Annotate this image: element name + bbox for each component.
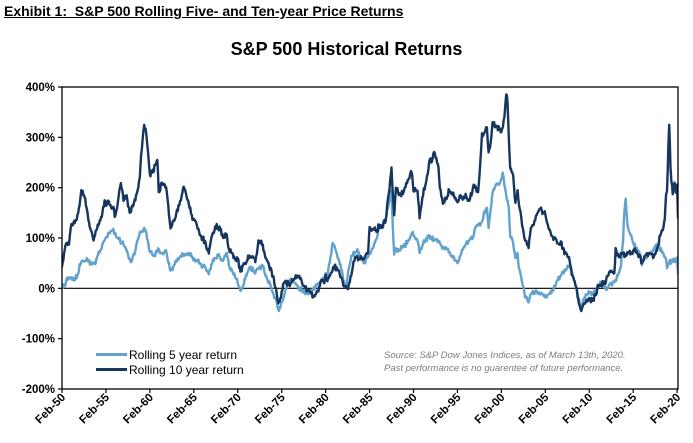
y-tick-label: 100% [26,233,55,245]
source-line-1: Source: S&P Dow Jones Indices, as of Mar… [384,350,626,361]
y-tick-label: 400% [26,82,55,94]
y-tick-label: 300% [26,132,55,144]
legend-item-5yr: Rolling 5 year return [96,347,244,362]
plot-border [61,86,679,390]
x-tick-label: Feb-50 [33,392,68,427]
x-tick-label: Feb-90 [385,392,420,427]
y-tick-label: -100% [22,334,55,346]
x-tick-label: Feb-05 [517,391,552,426]
legend-item-10yr: Rolling 10 year return [96,362,244,377]
x-tick-label: Feb-65 [165,391,200,426]
x-tick-label: Feb-60 [121,392,156,427]
x-tick-label: Feb-95 [429,391,464,426]
chart-title: S&P 500 Historical Returns [230,39,463,59]
x-tick-label: Feb-15 [605,391,640,426]
x-tick-label: Feb-75 [253,391,288,426]
x-tick-label: Feb-00 [473,392,508,427]
x-tick-label: Feb-55 [77,391,112,426]
y-tick-label: 0% [38,283,55,295]
source-line-2: Past performance is no guarentee of futu… [384,362,624,374]
y-tick-label: -200% [22,384,55,396]
series-line-5yr [62,171,678,313]
source-note: Source: S&P Dow Jones Indices, as of Mar… [384,350,679,375]
legend-label-5yr: Rolling 5 year return [129,347,238,362]
legend-line-10yr-swatch [96,368,127,371]
legend-label-10yr: Rolling 10 year return [129,362,244,377]
legend: Rolling 5 year return Rolling 10 year re… [96,347,244,377]
y-tick-label: 200% [26,183,55,195]
x-tick-label: Feb-85 [341,391,376,426]
x-tick-label: Feb-70 [209,392,244,427]
x-tick-label: Feb-20 [649,392,684,427]
x-tick-label: Feb-10 [561,392,596,427]
exhibit-title: Exhibit 1: S&P 500 Rolling Five- and Ten… [4,3,404,19]
series-line-10yr [62,93,678,313]
legend-line-5yr-swatch [96,353,127,356]
x-tick-label: Feb-80 [297,392,332,427]
